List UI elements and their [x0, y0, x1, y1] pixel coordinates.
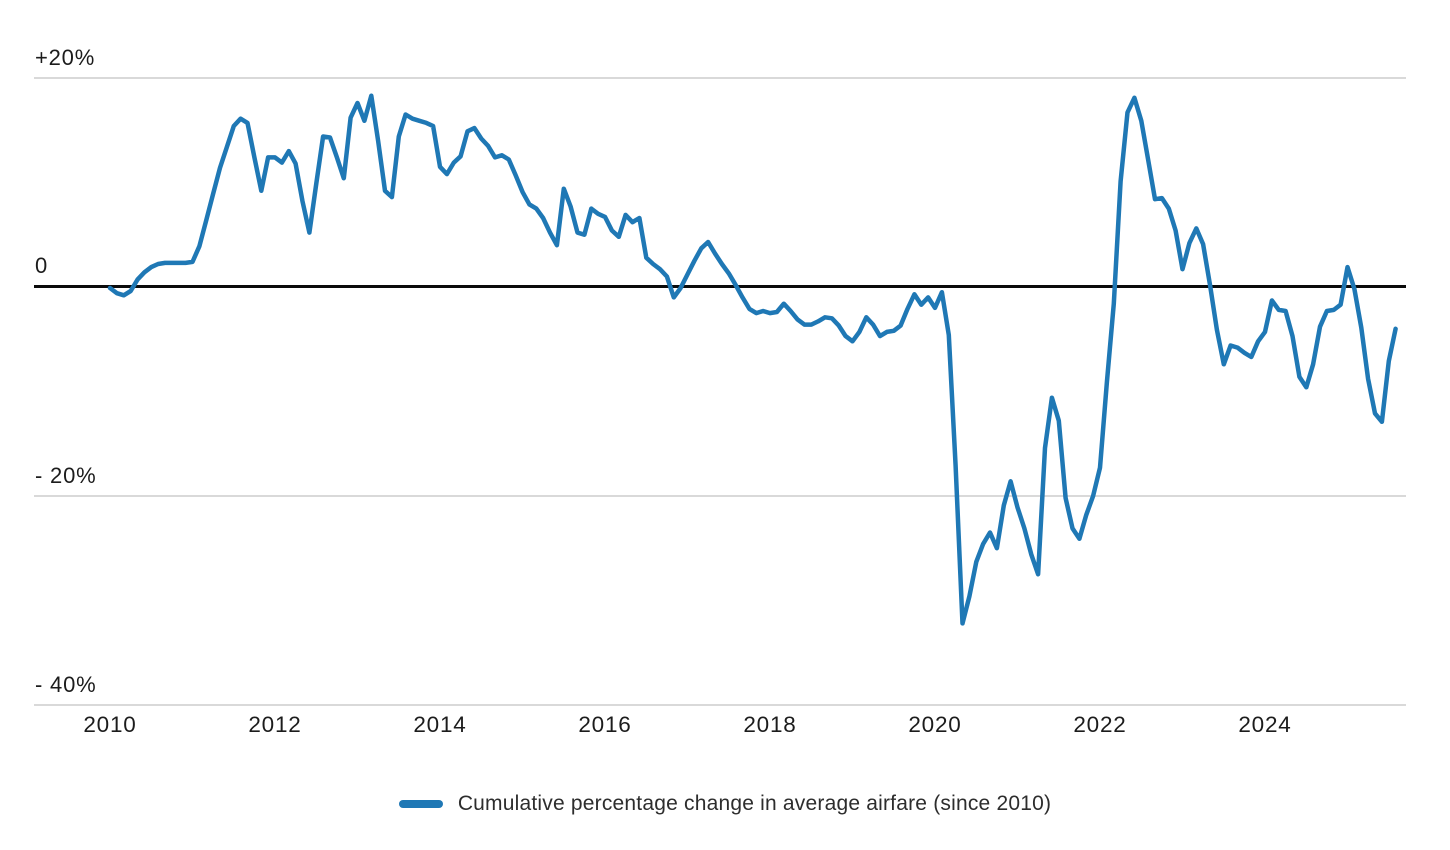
x-axis-label-2010: 2010 [83, 712, 137, 737]
x-axis-label-2012: 2012 [248, 712, 302, 737]
x-axis-label-2016: 2016 [578, 712, 632, 737]
x-axis-label-2024: 2024 [1238, 712, 1292, 737]
y-axis-label-plus20: +20% [35, 45, 96, 70]
gridline-minus20 [34, 495, 1406, 497]
gridline-plus20 [34, 77, 1406, 79]
y-axis-label-zero: 0 [35, 253, 49, 278]
x-axis-label-2018: 2018 [743, 712, 797, 737]
legend: Cumulative percentage change in average … [0, 792, 1450, 816]
x-axis-label-2014: 2014 [413, 712, 467, 737]
zero-baseline [34, 285, 1406, 288]
gridline-minus40 [34, 704, 1406, 706]
y-axis-label-minus20: - 20% [35, 463, 97, 488]
legend-line-swatch [398, 800, 443, 808]
y-axis-label-minus40: - 40% [35, 672, 97, 697]
x-axis-label-2020: 2020 [908, 712, 962, 737]
x-axis-label-2022: 2022 [1073, 712, 1127, 737]
legend-label: Cumulative percentage change in average … [457, 792, 1052, 815]
